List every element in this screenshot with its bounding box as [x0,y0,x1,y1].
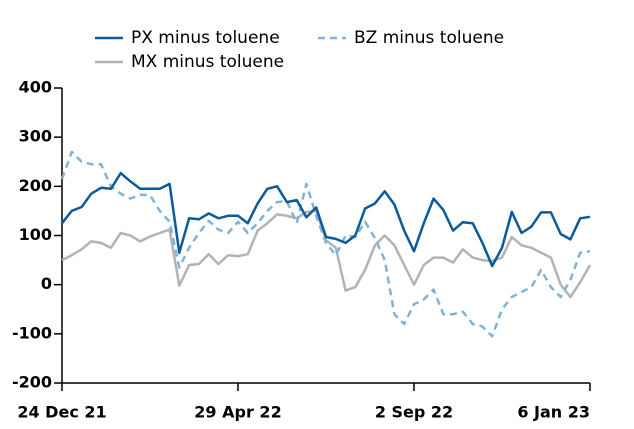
x-tick-label: 29 Apr 22 [194,403,281,422]
legend-label: MX minus toluene [131,52,284,72]
y-tick-label: -100 [12,323,52,342]
y-tick-label: 0 [41,274,52,293]
legend-label: BZ minus toluene [354,28,504,48]
series-line [61,171,591,268]
y-tick-label: -200 [12,373,52,392]
x-tick-label: 24 Dec 21 [17,403,106,422]
y-tick-label: 100 [19,225,52,244]
series-line [60,150,591,338]
legend-label: PX minus toluene [131,28,280,48]
x-tick-label: 2 Sep 22 [375,403,453,422]
series-line [61,209,592,299]
y-tick-label: 200 [19,176,52,195]
x-tick-label: 6 Jan 23 [517,403,590,422]
y-tick-label: 400 [19,78,52,97]
y-tick-label: 300 [19,127,52,146]
